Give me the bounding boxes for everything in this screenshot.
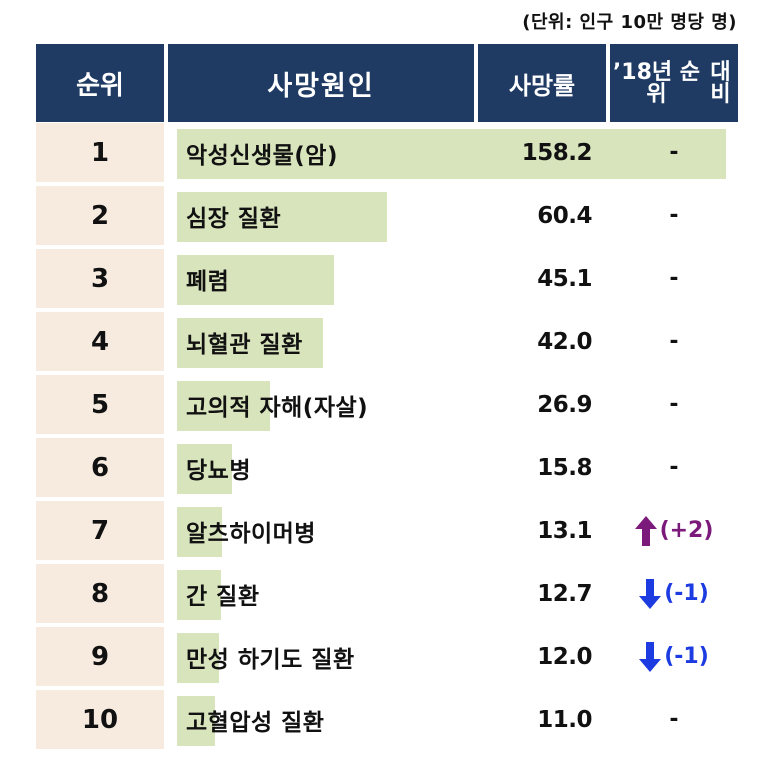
header-change-line1: ’18년 순위 [612,60,701,107]
rank-change-cell: - [610,123,738,182]
cause-label: 고의적 자해(자살) [186,394,369,421]
rank-change-label: - [669,707,679,732]
rate-label: 45.1 [537,265,592,292]
rank-change-label: - [669,203,679,228]
table-row: 10 고혈압성 질환 11.0 - [36,690,738,749]
rank-cell: 2 [36,186,164,245]
rank-change-label: - [669,329,679,354]
rank-change-label: (-1) [664,581,709,606]
rank-cell: 1 [36,123,164,182]
table-row: 5 고의적 자해(자살) 26.9 - [36,375,738,434]
rate-label: 42.0 [537,328,592,355]
arrow-up-icon [634,515,657,546]
rate-label: 11.0 [537,706,592,733]
table-header: 순위 사망원인 사망률 ’18년 순위 대비 [36,44,738,122]
rate-bar [177,570,221,620]
table-row: 8 간 질환 12.7 (-1) [36,564,738,623]
rank-cell: 8 [36,564,164,623]
cause-label: 간 질환 [186,583,260,610]
header-rate: 사망률 [478,44,606,122]
rank-cell: 6 [36,438,164,497]
rank-change-cell: - [610,690,738,749]
rank-change-label: - [669,455,679,480]
unit-note: (단위: 인구 10만 명당 명) [522,12,737,33]
arrow-down-icon [639,641,662,672]
rate-bar [177,318,323,368]
rate-label: 13.1 [537,517,592,544]
rank-change-cell: - [610,375,738,434]
rank-change-cell: - [610,249,738,308]
table-row: 6 당뇨병 15.8 - [36,438,738,497]
table-row: 4 뇌혈관 질환 42.0 - [36,312,738,371]
rank-change-cell: (-1) [610,564,738,623]
header-change-line2: 대비 [710,60,731,107]
cause-label: 심장 질환 [186,205,282,232]
rate-label: 60.4 [537,202,592,229]
rank-cell: 7 [36,501,164,560]
cause-label: 악성신생물(암) [186,142,338,169]
rank-cell: 3 [36,249,164,308]
rank-change-label: - [669,140,679,165]
rate-label: 15.8 [537,454,592,481]
cause-label: 고혈압성 질환 [186,709,325,736]
header-cause: 사망원인 [168,44,474,122]
rate-label: 158.2 [521,139,593,166]
cause-label: 뇌혈관 질환 [186,331,303,358]
rank-cell: 4 [36,312,164,371]
cause-label: 폐렴 [186,268,230,295]
rate-label: 26.9 [537,391,592,418]
rank-change-label: (+2) [659,518,714,543]
rank-change-label: (-1) [664,644,709,669]
rate-bar [177,696,215,746]
rank-change-cell: - [610,312,738,371]
cause-label: 만성 하기도 질환 [186,646,355,673]
rate-bar [177,633,219,683]
rank-change-cell: (-1) [610,627,738,686]
rate-bar [177,507,222,557]
rate-label: 12.0 [537,643,592,670]
rate-bar [177,255,334,305]
table-row: 3 폐렴 45.1 - [36,249,738,308]
table-row: 2 심장 질환 60.4 - [36,186,738,245]
header-rank: 순위 [36,44,164,122]
table-row: 7 알츠하이머병 13.1 (+2) [36,501,738,560]
rank-change-label: - [669,392,679,417]
rank-change-cell: (+2) [610,501,738,560]
header-change: ’18년 순위 대비 [610,44,738,122]
cause-label: 알츠하이머병 [186,520,316,547]
rank-change-label: - [669,266,679,291]
rank-change-cell: - [610,438,738,497]
table-row: 9 만성 하기도 질환 12.0 (-1) [36,627,738,686]
rate-label: 12.7 [537,580,592,607]
table-row: 1 악성신생물(암) 158.2 - [36,123,738,182]
rank-cell: 5 [36,375,164,434]
arrow-down-icon [639,578,662,609]
rate-bar [177,444,232,494]
rate-bar [177,381,270,431]
rank-change-cell: - [610,186,738,245]
rate-bar [177,192,387,242]
rate-bar [177,129,726,179]
rank-cell: 10 [36,690,164,749]
rank-cell: 9 [36,627,164,686]
cause-label: 당뇨병 [186,457,251,484]
